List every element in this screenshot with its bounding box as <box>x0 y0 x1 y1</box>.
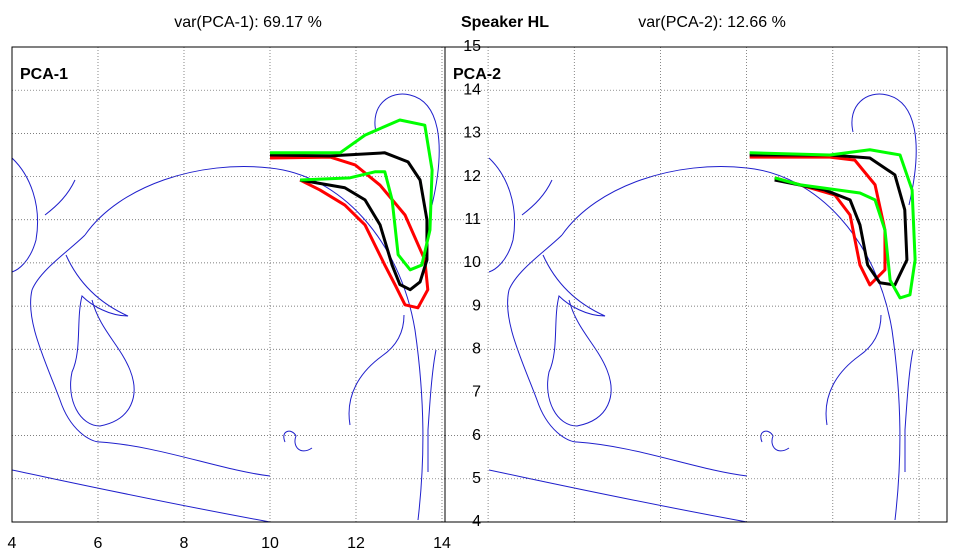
anatomy <box>488 93 917 522</box>
y-tick-label: 8 <box>472 340 481 357</box>
contour-line <box>269 118 434 272</box>
plot-area <box>269 118 434 310</box>
x-tick-label: 12 <box>347 535 365 552</box>
panel-title: var(PCA-2): 12.66 % <box>638 14 786 31</box>
x-tick-label: 8 <box>180 535 189 552</box>
contour-line <box>749 153 909 287</box>
y-tick-label: 7 <box>472 384 481 401</box>
panel-label: PCA-2 <box>453 66 501 83</box>
x-tick-label: 6 <box>94 535 103 552</box>
panel-label: PCA-1 <box>20 66 68 83</box>
panel-title: var(PCA-1): 69.17 % <box>174 14 322 31</box>
anatomy <box>12 93 440 522</box>
panel-frame <box>444 46 948 523</box>
plot-area <box>749 148 917 300</box>
contour-line <box>269 151 429 292</box>
x-tick-label: 14 <box>433 535 451 552</box>
y-tick-label: 5 <box>472 470 481 487</box>
y-tick-label: 6 <box>472 427 481 444</box>
y-tick-label: 9 <box>472 297 481 314</box>
contour-line <box>269 155 430 310</box>
x-tick-label: 10 <box>261 535 279 552</box>
figure-title: Speaker HL <box>461 14 549 31</box>
x-tick-label: 4 <box>8 535 17 552</box>
contour-line <box>749 148 917 300</box>
panel-frame <box>11 46 446 523</box>
